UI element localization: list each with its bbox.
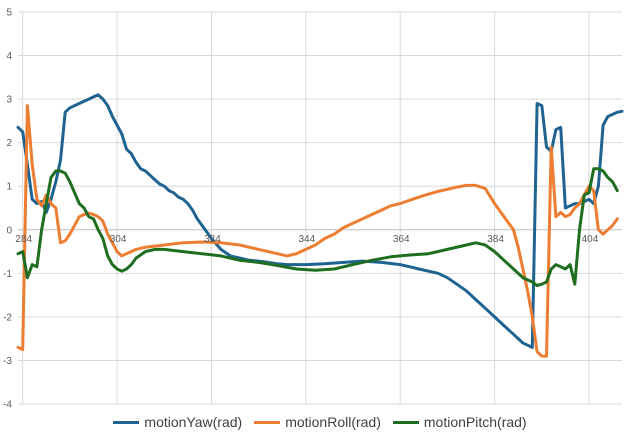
y-tick-label: 4 [6, 51, 12, 62]
series-line-0 [16, 93, 624, 349]
y-tick-label: 3 [6, 95, 12, 106]
x-tick-label: 304 [110, 234, 127, 245]
y-tick-label: 1 [6, 182, 12, 193]
x-tick-label: 364 [393, 234, 410, 245]
line-chart: -4 -3 -2 -1 0 1 2 3 4 5 284 304 324 344 364 384 404 [3, 8, 624, 411]
legend-item-pitch: motionPitch(rad) [392, 414, 527, 430]
x-tick-label: 284 [15, 234, 32, 245]
y-tick-label: -3 [3, 356, 12, 367]
y-tick-label: -4 [3, 400, 12, 411]
legend: motionYaw(rad) motionRoll(rad) motionPit… [0, 414, 640, 430]
series-line-1 [16, 104, 619, 358]
legend-label-pitch: motionPitch(rad) [423, 414, 527, 430]
y-tick-label: -2 [3, 312, 12, 323]
grid [18, 11, 622, 405]
series-lines [16, 93, 624, 358]
y-tick-label: 2 [6, 138, 12, 149]
x-tick-label: 404 [582, 234, 599, 245]
y-tick-label: -1 [3, 269, 12, 280]
y-tick-label: 5 [6, 8, 12, 19]
legend-swatch-yaw [113, 420, 140, 424]
y-tick-label: 0 [6, 225, 12, 236]
x-tick-label: 384 [487, 234, 504, 245]
legend-item-roll: motionRoll(rad) [254, 414, 381, 430]
legend-item-yaw: motionYaw(rad) [113, 414, 242, 430]
legend-swatch-roll [254, 420, 281, 424]
legend-label-yaw: motionYaw(rad) [144, 414, 243, 430]
legend-label-roll: motionRoll(rad) [285, 414, 381, 430]
series-line-2 [16, 167, 619, 287]
y-tick-labels: -4 -3 -2 -1 0 1 2 3 4 5 [3, 8, 12, 411]
x-tick-label: 344 [299, 234, 316, 245]
x-tick-labels: 284 304 324 344 364 384 404 [15, 234, 598, 245]
legend-swatch-pitch [392, 420, 419, 424]
x-tick-label: 324 [204, 234, 221, 245]
